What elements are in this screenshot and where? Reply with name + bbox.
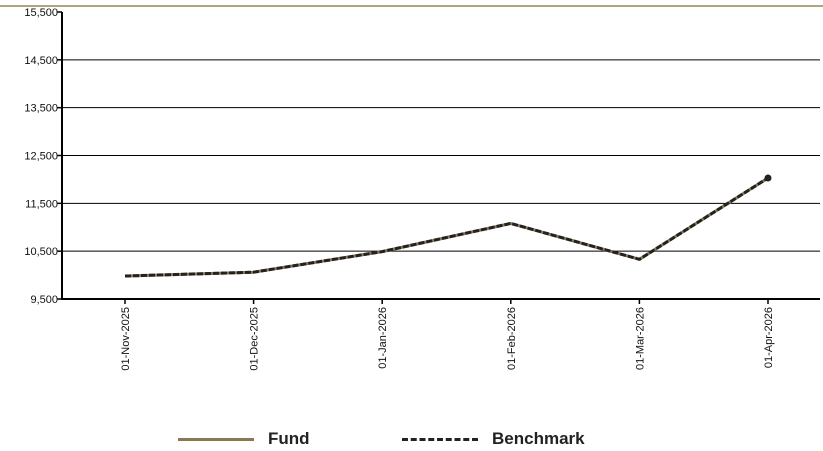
x-tick-label: 01-Nov-2025	[120, 307, 132, 371]
data-point-benchmark	[764, 174, 772, 182]
legend-label-fund: Fund	[268, 429, 310, 448]
legend: Fund Benchmark	[0, 429, 823, 451]
series-lines	[124, 174, 772, 278]
legend-swatch-fund	[178, 437, 254, 441]
y-tick-label: 9,500	[30, 294, 58, 306]
series-line-fund	[124, 176, 769, 278]
x-tick-label: 01-Apr-2026	[763, 307, 775, 368]
x-tick-label: 01-Dec-2025	[249, 307, 261, 371]
y-axis-ticks: 9,500 10,500 11,500 12,500 13,500 14,500 15,50…	[24, 7, 62, 306]
gridlines	[62, 59, 820, 252]
y-tick-label: 14,500	[24, 55, 58, 67]
y-tick-label: 10,500	[24, 246, 58, 258]
x-tick-label: 01-Jan-2026	[377, 307, 389, 369]
series-line-benchmark	[124, 176, 769, 278]
legend-label-benchmark: Benchmark	[492, 429, 585, 448]
legend-swatch-benchmark	[402, 437, 478, 441]
y-tick-label: 13,500	[24, 103, 58, 115]
x-tick-label: 01-Mar-2026	[634, 307, 646, 370]
y-tick-label: 15,500	[24, 7, 58, 19]
y-tick-label: 11,500	[25, 198, 58, 210]
x-tick-label: 01-Feb-2026	[506, 307, 518, 370]
legend-item-fund: Fund	[178, 429, 310, 449]
legend-item-benchmark: Benchmark	[402, 429, 585, 449]
x-axis-ticks: 01-Nov-2025 01-Dec-2025 01-Jan-2026 01-Feb-…	[120, 299, 775, 371]
y-tick-label: 12,500	[24, 151, 58, 163]
